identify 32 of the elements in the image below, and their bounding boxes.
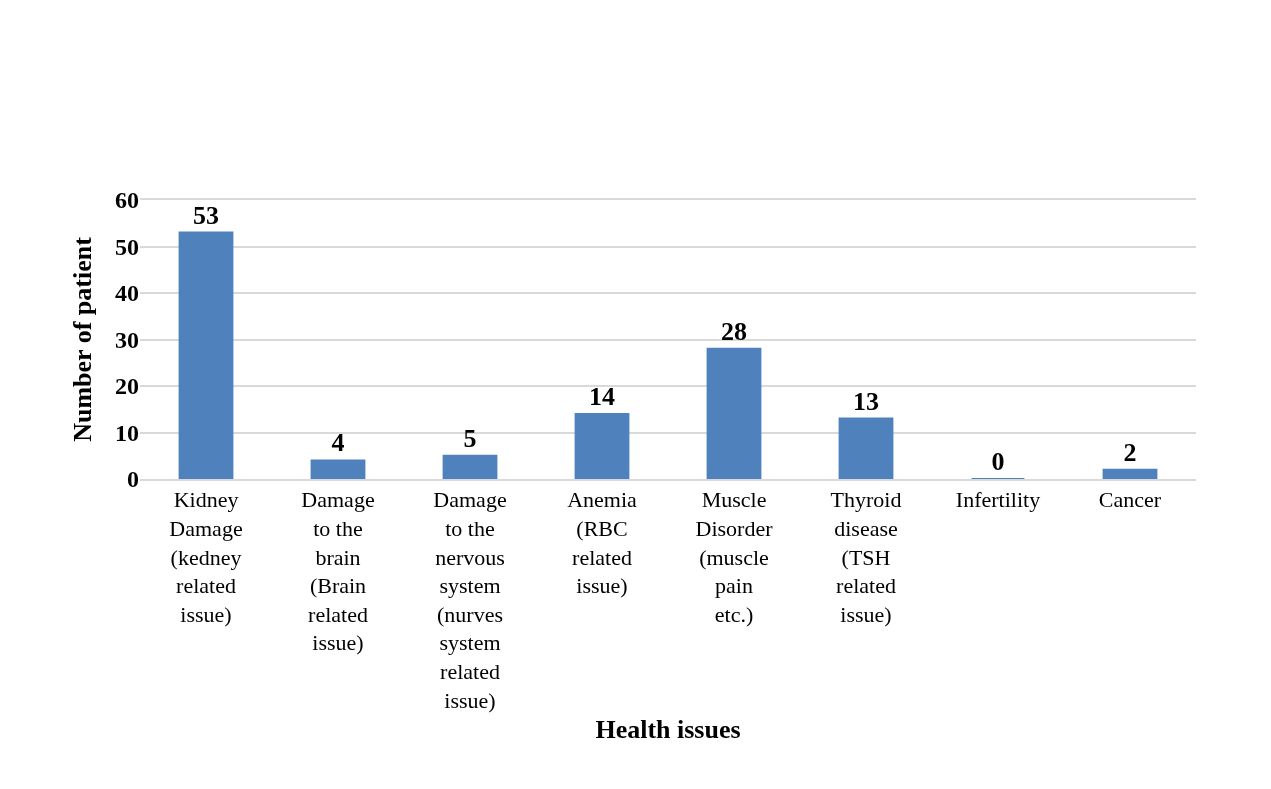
bar xyxy=(178,231,234,479)
bar xyxy=(838,417,894,479)
bar xyxy=(706,347,762,479)
bar xyxy=(310,459,366,479)
y-tick-label: 60 xyxy=(115,187,139,214)
y-tick-label: 20 xyxy=(115,373,139,400)
x-axis-title: Health issues xyxy=(595,714,741,744)
x-tick-label: Cancer xyxy=(1098,487,1162,513)
x-tick-label: Muscle Disorder (muscle pain etc.) xyxy=(695,487,774,627)
bar xyxy=(442,454,498,479)
x-tick-label: Infertility xyxy=(955,487,1041,513)
data-label: 53 xyxy=(193,200,219,230)
x-tick-label: Thyroid disease (TSH related issue) xyxy=(830,487,902,627)
x-tick-label: Damage to the brain (Brain related issue) xyxy=(301,487,375,656)
y-tick-label: 50 xyxy=(115,233,139,260)
x-tick-label: Damage to the nervous system (nurves system related issue) xyxy=(433,487,507,713)
bar xyxy=(1102,468,1158,479)
data-label: 13 xyxy=(853,386,879,416)
y-axis-title: Number of patient xyxy=(68,236,98,442)
data-label: 2 xyxy=(1123,437,1137,467)
y-tick-label: 40 xyxy=(115,280,139,307)
data-label: 14 xyxy=(589,381,615,411)
data-label: 28 xyxy=(721,316,747,346)
data-label: 4 xyxy=(331,428,345,458)
bar xyxy=(574,412,630,479)
x-tick-label: Kidney Damage (kedney related issue) xyxy=(169,487,243,627)
y-tick-label: 30 xyxy=(115,326,139,353)
data-label: 0 xyxy=(991,447,1005,476)
y-tick-label: 0 xyxy=(127,466,139,493)
y-tick-label: 10 xyxy=(115,419,139,446)
x-tick-label: Anemia (RBC related issue) xyxy=(567,487,638,599)
data-label: 5 xyxy=(463,423,477,453)
